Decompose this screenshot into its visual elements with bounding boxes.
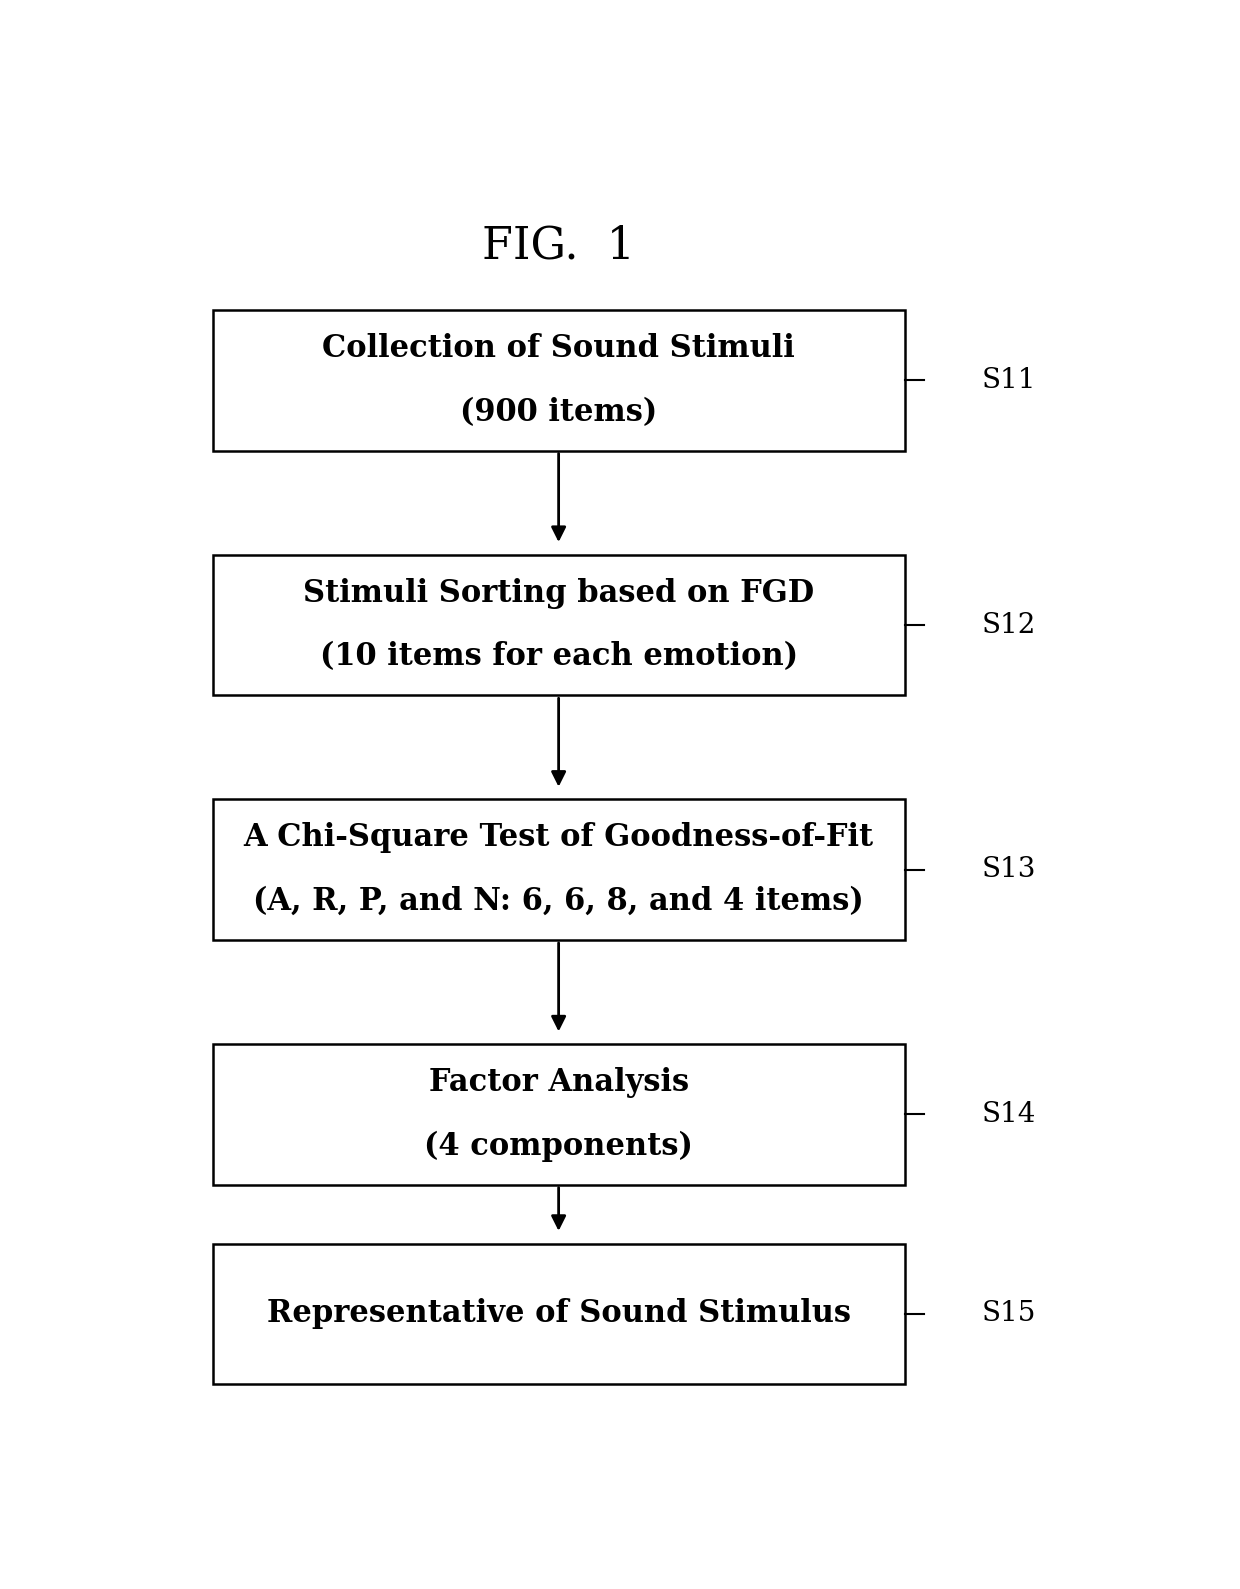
Text: (900 items): (900 items) (460, 397, 657, 427)
Bar (213, 799, 904, 941)
Text: S11: S11 (982, 367, 1035, 394)
Text: FIG.  1: FIG. 1 (482, 224, 635, 267)
Text: S12: S12 (982, 612, 1035, 639)
Text: Stimuli Sorting based on FGD: Stimuli Sorting based on FGD (303, 578, 815, 609)
Text: Collection of Sound Stimuli: Collection of Sound Stimuli (322, 334, 795, 364)
Bar (213, 555, 904, 696)
Bar (213, 310, 904, 451)
Text: (A, R, P, and N: 6, 6, 8, and 4 items): (A, R, P, and N: 6, 6, 8, and 4 items) (253, 887, 864, 917)
Text: (4 components): (4 components) (424, 1131, 693, 1162)
Text: Representative of Sound Stimulus: Representative of Sound Stimulus (267, 1298, 851, 1330)
Bar (213, 1244, 904, 1384)
Bar (213, 1044, 904, 1185)
Text: Factor Analysis: Factor Analysis (429, 1068, 688, 1098)
Text: (10 items for each emotion): (10 items for each emotion) (320, 642, 797, 672)
Text: A Chi-Square Test of Goodness-of-Fit: A Chi-Square Test of Goodness-of-Fit (243, 823, 874, 853)
Text: S13: S13 (982, 856, 1035, 883)
Text: S15: S15 (982, 1300, 1035, 1327)
Text: S14: S14 (982, 1101, 1035, 1128)
